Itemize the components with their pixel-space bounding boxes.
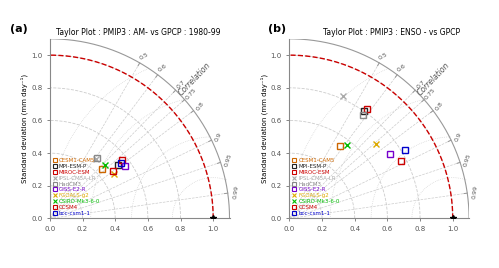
Text: (a): (a) xyxy=(10,24,28,35)
Text: 0.8: 0.8 xyxy=(435,100,445,111)
Legend: CESM1-CAM5, MPI-ESM-P, MIROC-ESM, IPSL-CM5A-LR, HadCM3, GISS-E2-R, FGOALS-g2, CS: CESM1-CAM5, MPI-ESM-P, MIROC-ESM, IPSL-C… xyxy=(292,158,340,216)
Legend: CESM1-CAM5, MPI-ESM-P, MIROC-ESM, IPSL-CM5A-LR, HadCM3, GISS-E2-R, FGOALS-g2, CS: CESM1-CAM5, MPI-ESM-P, MIROC-ESM, IPSL-C… xyxy=(53,158,100,216)
Y-axis label: Standard deviation (mm day⁻¹): Standard deviation (mm day⁻¹) xyxy=(21,74,28,183)
Text: 0.5: 0.5 xyxy=(138,51,149,60)
Text: 0.95: 0.95 xyxy=(463,152,473,167)
Text: 0.75: 0.75 xyxy=(424,87,437,101)
Text: 0.6: 0.6 xyxy=(157,63,168,73)
Text: 0.8: 0.8 xyxy=(195,100,205,111)
Text: 0.7: 0.7 xyxy=(176,79,187,90)
Text: 0.95: 0.95 xyxy=(224,152,233,167)
Text: 0.99: 0.99 xyxy=(472,185,479,199)
Y-axis label: Standard deviation (mm day⁻¹): Standard deviation (mm day⁻¹) xyxy=(260,74,268,183)
Text: Correlation: Correlation xyxy=(416,61,452,98)
Text: Taylor Plot : PMIP3 : AM- vs GPCP : 1980-99: Taylor Plot : PMIP3 : AM- vs GPCP : 1980… xyxy=(56,28,221,37)
Text: 0.7: 0.7 xyxy=(416,79,426,90)
Text: 0.99: 0.99 xyxy=(233,185,240,199)
Text: (b): (b) xyxy=(268,24,286,35)
Text: 0.6: 0.6 xyxy=(397,63,408,73)
Text: 0.9: 0.9 xyxy=(215,131,224,142)
Text: 0.9: 0.9 xyxy=(454,131,463,142)
Text: Taylor Plot : PMIP3 : ENSO - vs GPCP: Taylor Plot : PMIP3 : ENSO - vs GPCP xyxy=(323,28,460,37)
Text: 0.5: 0.5 xyxy=(378,51,389,60)
Text: Correlation: Correlation xyxy=(177,61,213,98)
Text: 0.75: 0.75 xyxy=(184,87,197,101)
